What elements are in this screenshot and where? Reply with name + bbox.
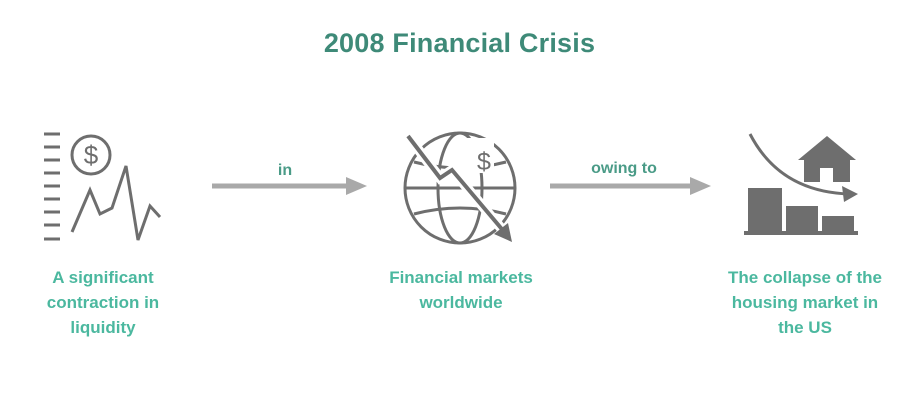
node-label-1: A significant contraction in liquidity: [8, 265, 198, 340]
svg-text:$: $: [477, 148, 491, 176]
housing-market-collapse-icon: [744, 133, 858, 235]
page-title: 2008 Financial Crisis: [323, 28, 596, 58]
node-label-line: The collapse of the: [728, 268, 882, 287]
connector-label-2: owing to: [591, 160, 657, 177]
node-label-line: worldwide: [419, 293, 503, 312]
connector-arrow-2: [550, 177, 711, 195]
globe-market-decline-icon: $: [403, 131, 517, 245]
node-label-line: the US: [778, 318, 832, 337]
liquidity-chart-icon: $: [44, 132, 162, 241]
node-label-line: liquidity: [70, 318, 136, 337]
node-label-2: Financial markets worldwide: [356, 265, 566, 315]
node-label-line: housing market in: [731, 293, 879, 312]
node-label-3: The collapse of the housing market in th…: [695, 265, 915, 340]
node-label-line: contraction in: [46, 293, 160, 312]
connector-label-1: in: [277, 162, 293, 179]
node-label-line: Financial markets: [389, 268, 533, 287]
node-label-line: A significant: [52, 268, 154, 287]
svg-text:$: $: [84, 140, 99, 170]
connector-arrow-1: [212, 177, 367, 195]
